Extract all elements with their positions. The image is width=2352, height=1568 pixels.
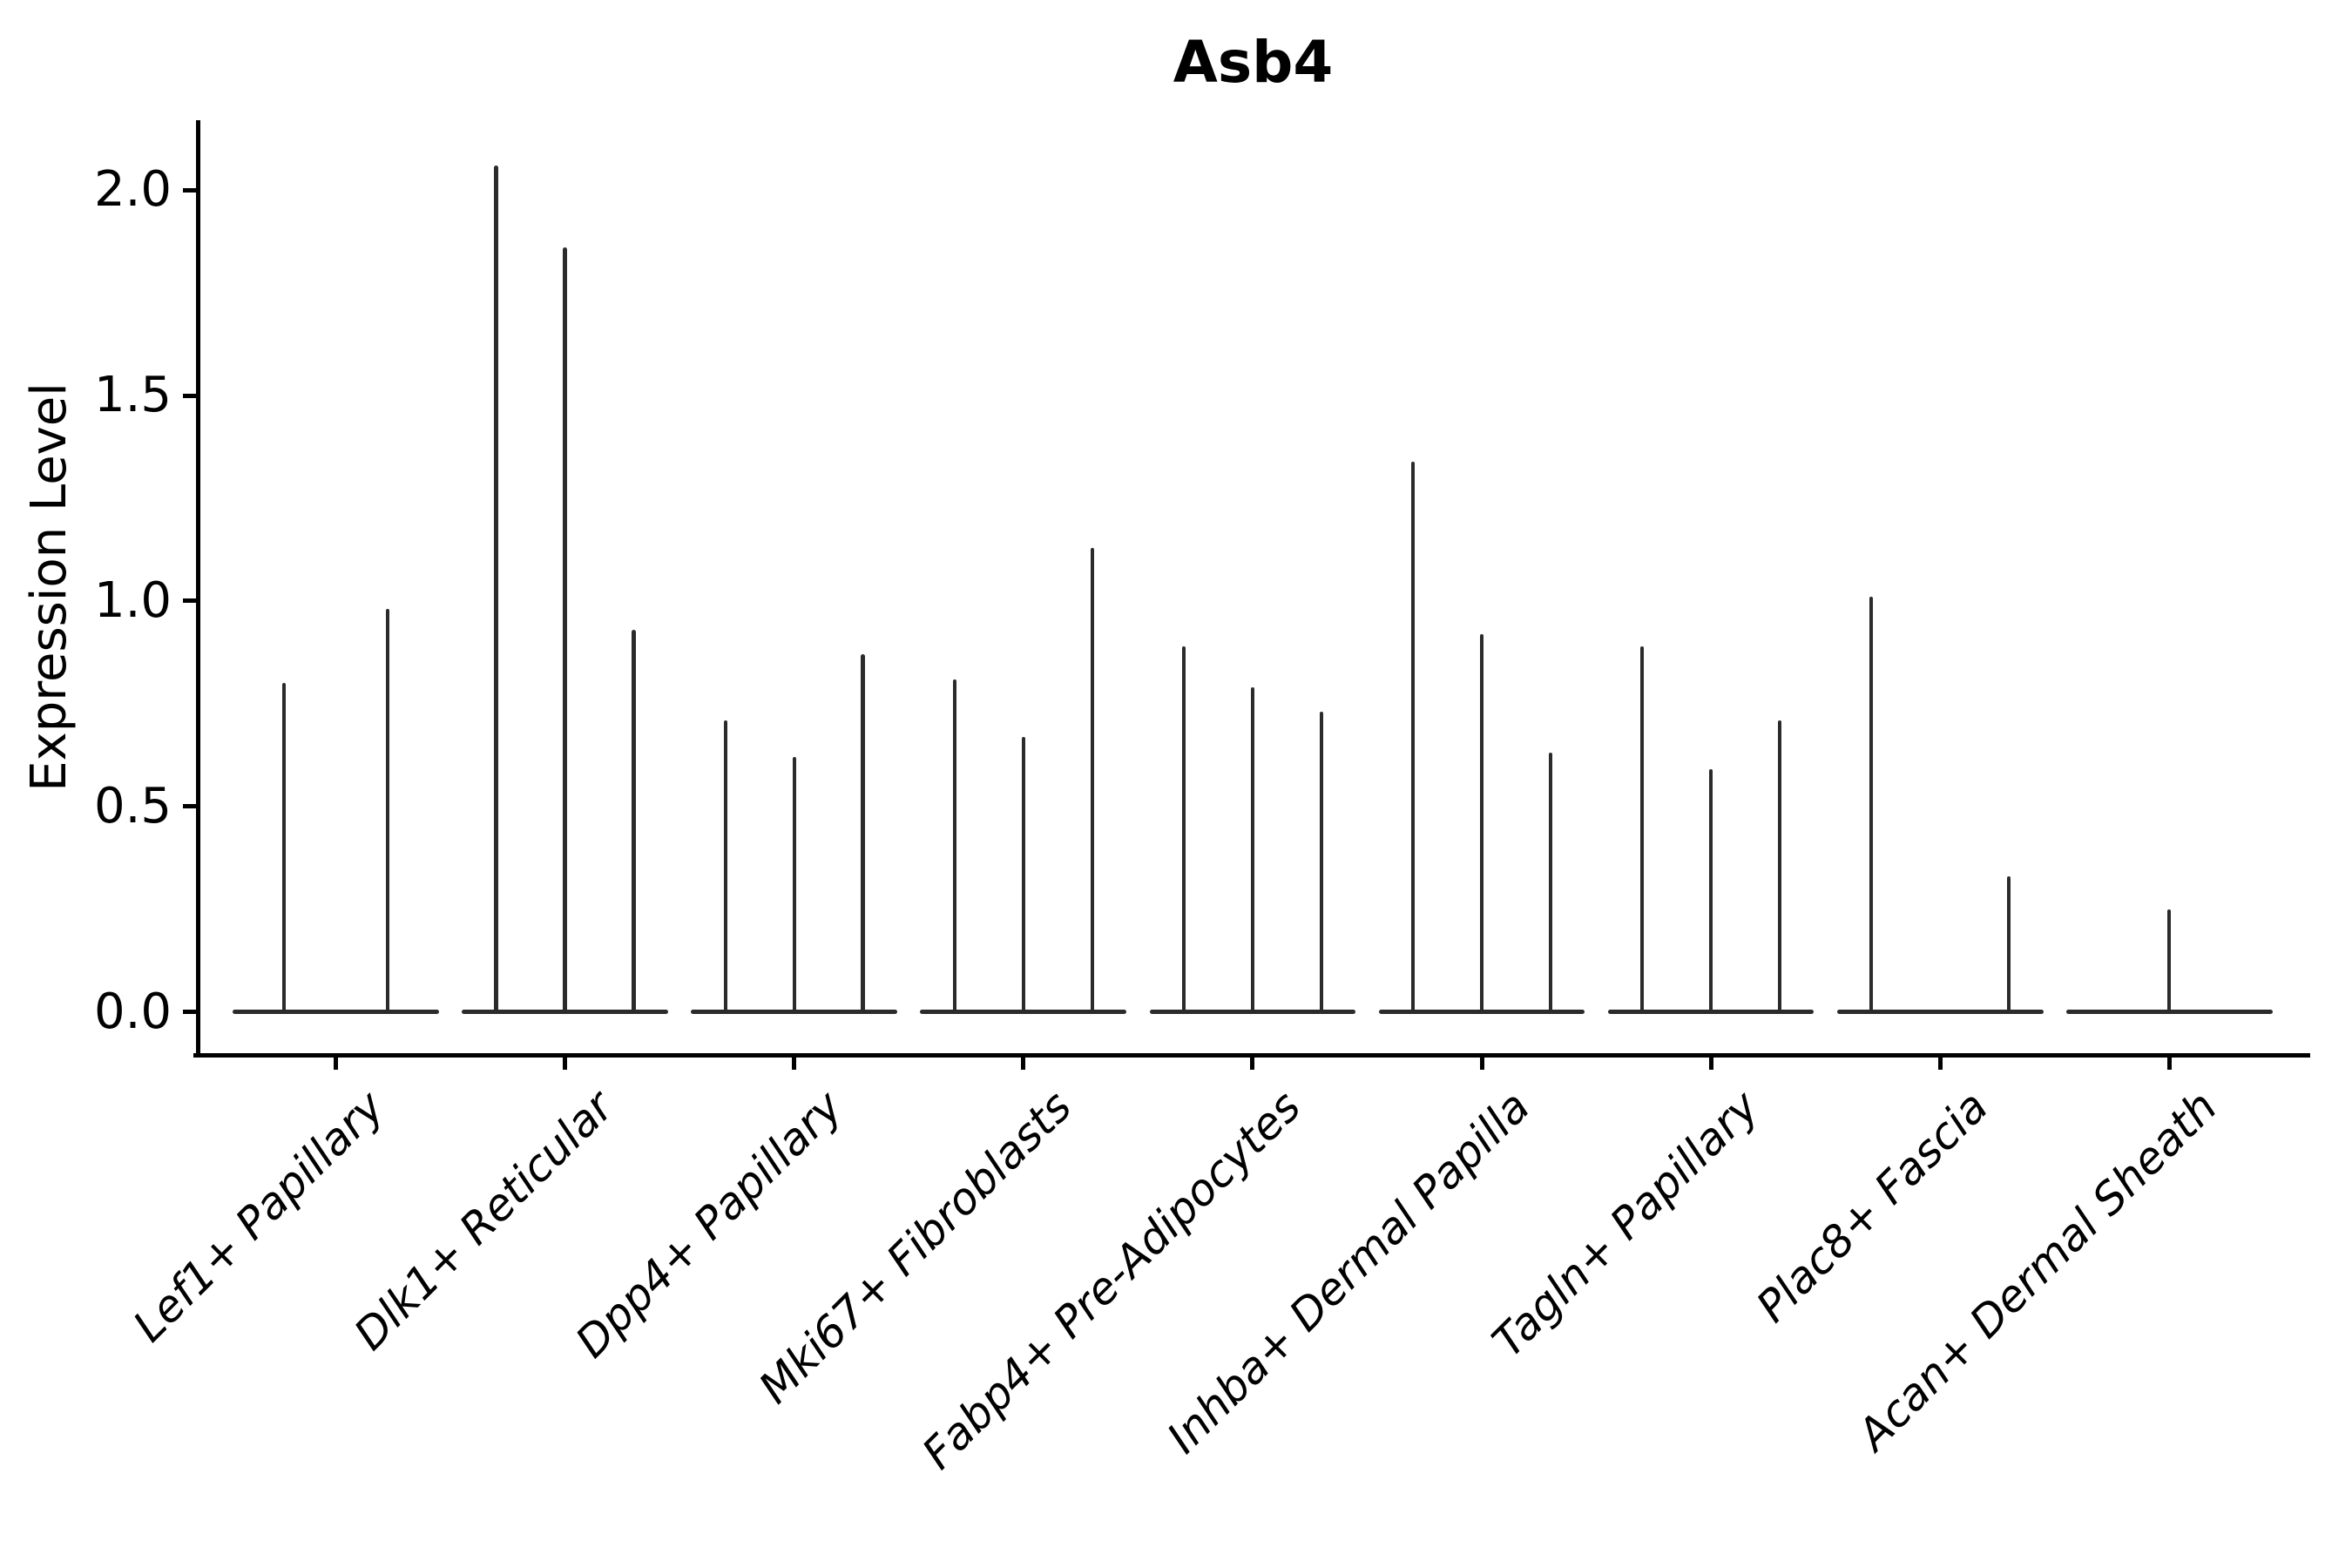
violin-spike	[2167, 909, 2172, 1013]
y-tick-mark	[183, 187, 196, 193]
violin-spike	[2006, 875, 2011, 1013]
violin-spike	[1410, 461, 1416, 1013]
y-tick-label: 1.5	[93, 367, 172, 424]
x-tick-mark	[563, 1058, 568, 1070]
y-tick-label: 0.5	[93, 777, 172, 835]
violin-spike	[723, 720, 727, 1013]
x-tick-label: Fabp4+ Pre-Adipocytes	[912, 1081, 1311, 1479]
x-tick-label: Lef1+ Papillary	[123, 1081, 394, 1352]
violin-spike	[1548, 753, 1553, 1013]
x-tick-mark	[1479, 1058, 1484, 1070]
violin-spike	[563, 247, 567, 1013]
y-tick-mark	[183, 804, 196, 809]
x-tick-mark	[1250, 1058, 1255, 1070]
y-tick-mark	[183, 1010, 196, 1014]
x-tick-mark	[1021, 1058, 1026, 1070]
violin-spike	[282, 683, 287, 1013]
x-tick-mark	[334, 1058, 338, 1070]
x-tick-mark	[2166, 1058, 2172, 1070]
x-tick-mark	[1937, 1058, 1943, 1070]
y-tick-mark	[183, 598, 196, 604]
y-tick-label: 0.0	[93, 983, 172, 1040]
violin-spike	[952, 679, 957, 1013]
violin-spike	[1090, 547, 1094, 1013]
violin-spike	[1708, 769, 1713, 1013]
violin-spike	[792, 757, 796, 1013]
violin-baseline	[233, 1010, 439, 1014]
chart-title: Asb4	[1173, 29, 1334, 96]
violin-spike	[1250, 686, 1255, 1013]
violin-spike	[1869, 597, 1874, 1013]
violin-spike	[1319, 712, 1324, 1013]
x-tick-mark	[1708, 1058, 1713, 1070]
x-axis-spine	[193, 1053, 2310, 1058]
violin-spike	[1639, 645, 1645, 1013]
violin-spike	[494, 166, 498, 1013]
violin-spike	[632, 629, 636, 1013]
violin-spike	[385, 609, 389, 1013]
y-axis-spine	[196, 120, 200, 1058]
violin-spike	[1479, 633, 1484, 1013]
y-tick-label: 1.0	[93, 571, 172, 629]
violin-spike	[1777, 720, 1782, 1013]
y-tick-label: 2.0	[93, 161, 172, 219]
violin-spike	[1021, 736, 1025, 1013]
x-tick-label: Dlk1+ Reticular	[344, 1081, 623, 1360]
y-tick-mark	[183, 393, 196, 398]
x-tick-mark	[792, 1058, 797, 1070]
violin-spike	[1181, 645, 1186, 1013]
y-axis-title: Expression Level	[21, 382, 78, 792]
violin-spike	[861, 654, 865, 1013]
violin-baseline	[1836, 1010, 2044, 1014]
x-tick-label: Plac8+ Fascia	[1747, 1081, 1998, 1333]
